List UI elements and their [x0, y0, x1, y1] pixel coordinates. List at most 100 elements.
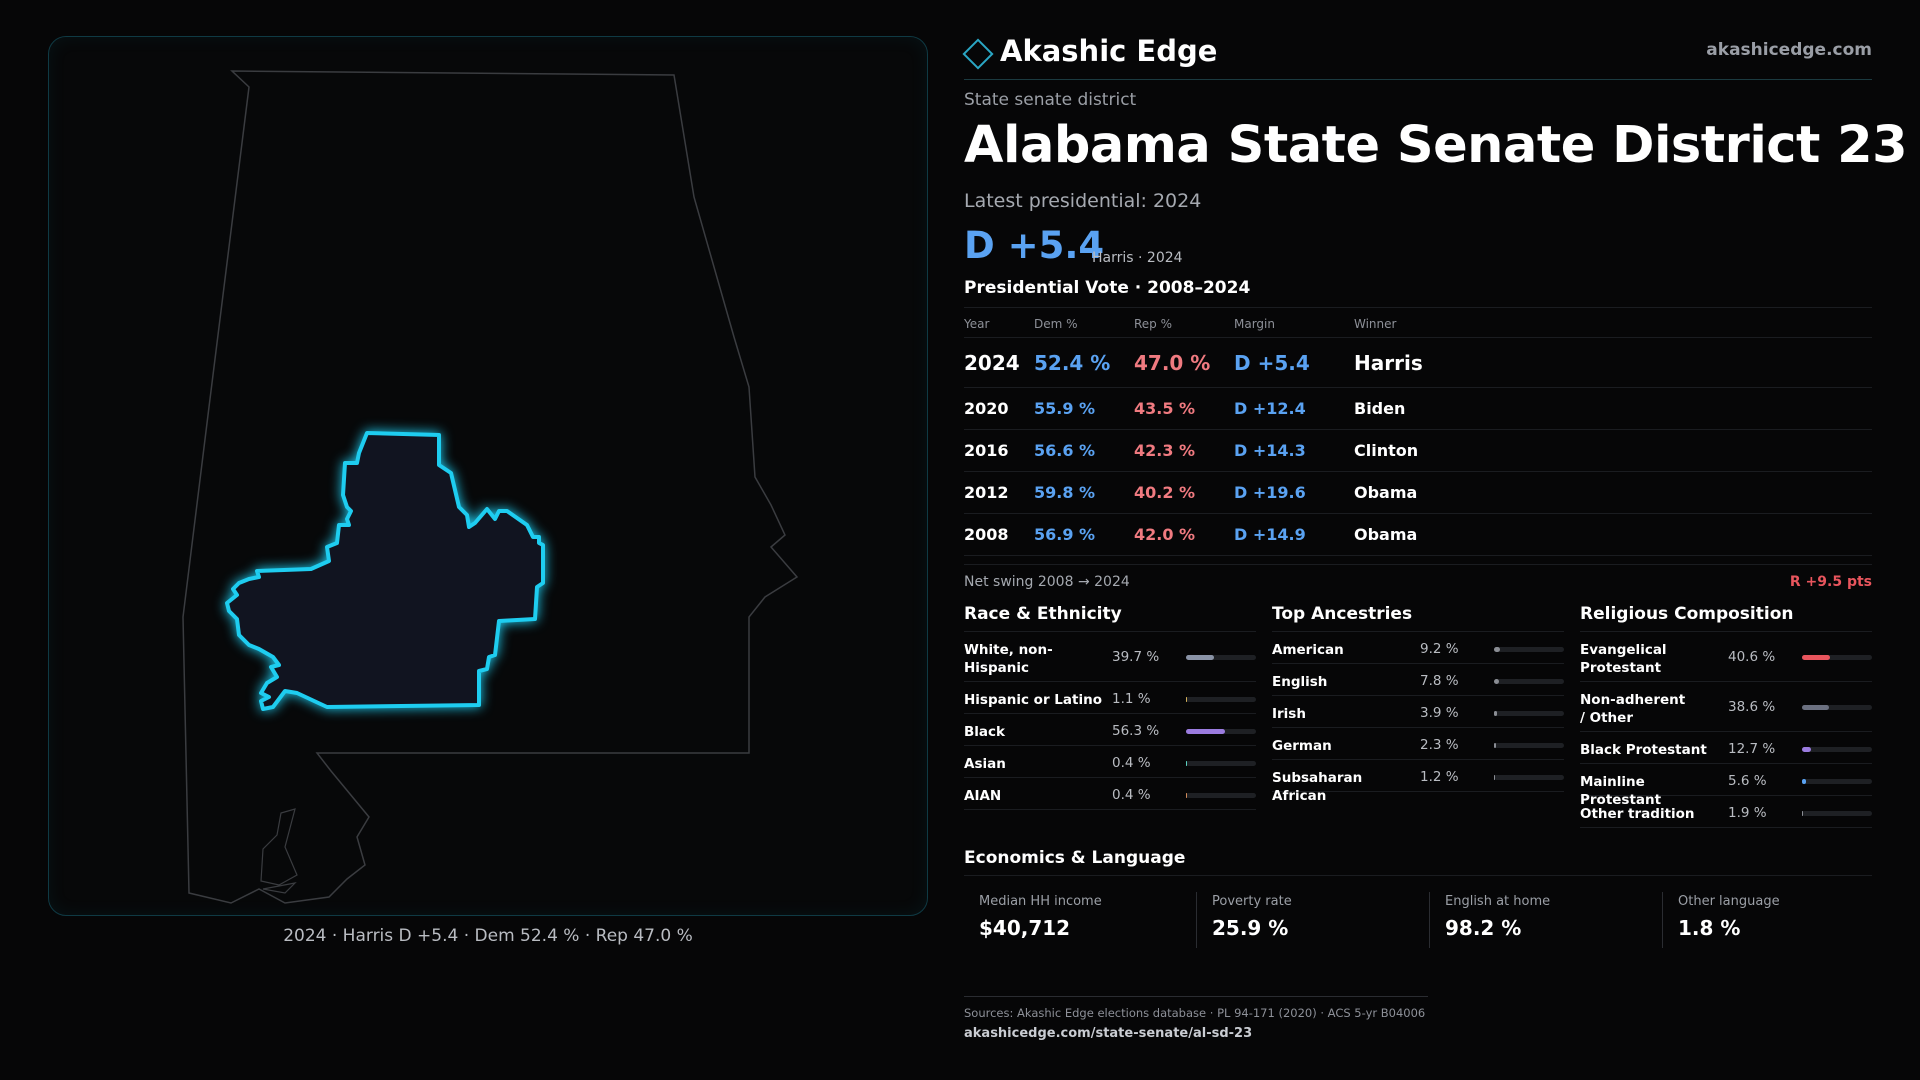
ancestry-bar-fill: [1494, 647, 1501, 652]
state-outline: [182, 70, 799, 904]
presidential-vote-table: Year Dem % Rep % Margin Winner 2024 52.4…: [964, 307, 1872, 556]
religion-bar-fill: [1802, 779, 1806, 784]
race-pct: 39.7 %: [1112, 649, 1160, 665]
dem-cell: 59.8 %: [1034, 483, 1096, 502]
ancestry-row: Irish 3.9 %: [1272, 696, 1564, 728]
header-rep: Rep %: [1134, 317, 1173, 331]
religion-row: Evangelical Protestant 40.6 %: [1580, 632, 1872, 682]
brand-url-link[interactable]: akashicedge.com: [1706, 40, 1872, 60]
econ-label: Poverty rate: [1212, 894, 1292, 909]
ancestry-bar-fill: [1494, 679, 1500, 684]
race-ethnicity-title: Race & Ethnicity: [964, 604, 1256, 632]
latest-presidential-label: Latest presidential: 2024: [964, 190, 1202, 212]
net-swing-value: R +9.5 pts: [1789, 574, 1872, 590]
ancestry-bar-track: [1494, 743, 1564, 748]
economics-title: Economics & Language: [964, 848, 1872, 876]
sources-text: Sources: Akashic Edge elections database…: [964, 1006, 1426, 1020]
map-canvas: [182, 70, 799, 904]
race-bar-fill: [1186, 729, 1226, 734]
race-bar-fill: [1186, 697, 1188, 702]
race-bar-track: [1186, 697, 1256, 702]
ancestry-label: American: [1272, 642, 1344, 658]
table-row: 2012 59.8 % 40.2 % D +19.6 Obama: [964, 472, 1872, 514]
race-row: Black 56.3 %: [964, 714, 1256, 746]
religion-row: Mainline Protestant 5.6 %: [1580, 764, 1872, 808]
ancestry-label: Irish: [1272, 706, 1306, 722]
ancestry-section: Top Ancestries American 9.2 % English 7.…: [1272, 604, 1564, 804]
ancestry-bar-track: [1494, 775, 1564, 780]
presidential-vote-title: Presidential Vote · 2008–2024: [964, 278, 1251, 298]
race-label: Black: [964, 724, 1006, 740]
diamond-logo-icon: [962, 38, 994, 70]
winner-cell: Biden: [1354, 399, 1406, 418]
dem-cell: 55.9 %: [1034, 399, 1096, 418]
ancestry-label: Subsaharan African: [1272, 770, 1363, 804]
race-pct: 56.3 %: [1112, 723, 1160, 739]
religion-bar-track: [1802, 811, 1872, 816]
ancestry-row: German 2.3 %: [1272, 728, 1564, 760]
religion-bar-track: [1802, 655, 1872, 660]
religion-bar-track: [1802, 747, 1872, 752]
econ-stat-income: Median HH income $40,712: [964, 892, 1191, 948]
race-pct: 0.4 %: [1112, 787, 1151, 803]
ancestry-bar-fill: [1494, 775, 1496, 780]
district-kind: State senate district: [964, 90, 1137, 110]
winner-cell: Clinton: [1354, 441, 1419, 460]
latest-margin-sub: Harris · 2024: [1092, 250, 1183, 266]
ancestry-pct: 9.2 %: [1420, 641, 1459, 657]
religion-pct: 38.6 %: [1728, 699, 1776, 715]
year-cell: 2008: [964, 525, 1009, 544]
religion-bar-fill: [1802, 747, 1811, 752]
econ-stat-english: English at home 98.2 %: [1429, 892, 1656, 948]
religion-bar-fill: [1802, 705, 1830, 710]
ancestry-pct: 3.9 %: [1420, 705, 1459, 721]
dem-cell: 56.9 %: [1034, 525, 1096, 544]
table-row: 2024 52.4 % 47.0 % D +5.4 Harris: [964, 338, 1872, 388]
race-bar-track: [1186, 793, 1256, 798]
ancestry-pct: 1.2 %: [1420, 769, 1459, 785]
ancestry-row: American 9.2 %: [1272, 632, 1564, 664]
religion-label: Mainline Protestant: [1580, 774, 1662, 808]
margin-cell: D +5.4: [1234, 351, 1310, 375]
race-row: Asian 0.4 %: [964, 746, 1256, 778]
econ-value: 98.2 %: [1445, 916, 1522, 940]
header-year: Year: [964, 317, 990, 331]
latest-margin: D +5.4: [964, 224, 1105, 267]
religion-title: Religious Composition: [1580, 604, 1872, 632]
religion-pct: 12.7 %: [1728, 741, 1776, 757]
winner-cell: Harris: [1354, 351, 1423, 375]
religion-row: Other tradition 1.9 %: [1580, 796, 1872, 828]
ancestry-bar-fill: [1494, 743, 1496, 748]
margin-cell: D +19.6: [1234, 483, 1306, 502]
econ-value: 1.8 %: [1678, 916, 1741, 940]
district-map: [48, 36, 928, 916]
econ-label: Other language: [1678, 894, 1780, 909]
rep-cell: 42.3 %: [1134, 441, 1196, 460]
dem-cell: 52.4 %: [1034, 351, 1111, 375]
header-dem: Dem %: [1034, 317, 1078, 331]
ancestry-label: German: [1272, 738, 1332, 754]
year-cell: 2020: [964, 399, 1009, 418]
header-margin: Margin: [1234, 317, 1275, 331]
table-row: 2008 56.9 % 42.0 % D +14.9 Obama: [964, 514, 1872, 556]
econ-value: $40,712: [979, 916, 1071, 940]
econ-value: 25.9 %: [1212, 916, 1289, 940]
race-pct: 0.4 %: [1112, 755, 1151, 771]
brand-name[interactable]: Akashic Edge: [1000, 34, 1218, 68]
rep-cell: 40.2 %: [1134, 483, 1196, 502]
winner-cell: Obama: [1354, 483, 1418, 502]
page-url-link[interactable]: akashicedge.com/state-senate/al-sd-23: [964, 1026, 1253, 1041]
dem-cell: 56.6 %: [1034, 441, 1096, 460]
footer-divider: [964, 996, 1428, 997]
religion-pct: 40.6 %: [1728, 649, 1776, 665]
margin-cell: D +14.3: [1234, 441, 1306, 460]
religion-bar-track: [1802, 779, 1872, 784]
rep-cell: 47.0 %: [1134, 351, 1211, 375]
race-row: AIAN 0.4 %: [964, 778, 1256, 810]
ancestry-bar-fill: [1494, 711, 1497, 716]
religion-row: Non-adherent / Other 38.6 %: [1580, 682, 1872, 732]
religion-label: Non-adherent / Other: [1580, 692, 1686, 726]
race-bar-fill: [1186, 793, 1188, 798]
district-outline: [225, 431, 545, 711]
winner-cell: Obama: [1354, 525, 1418, 544]
